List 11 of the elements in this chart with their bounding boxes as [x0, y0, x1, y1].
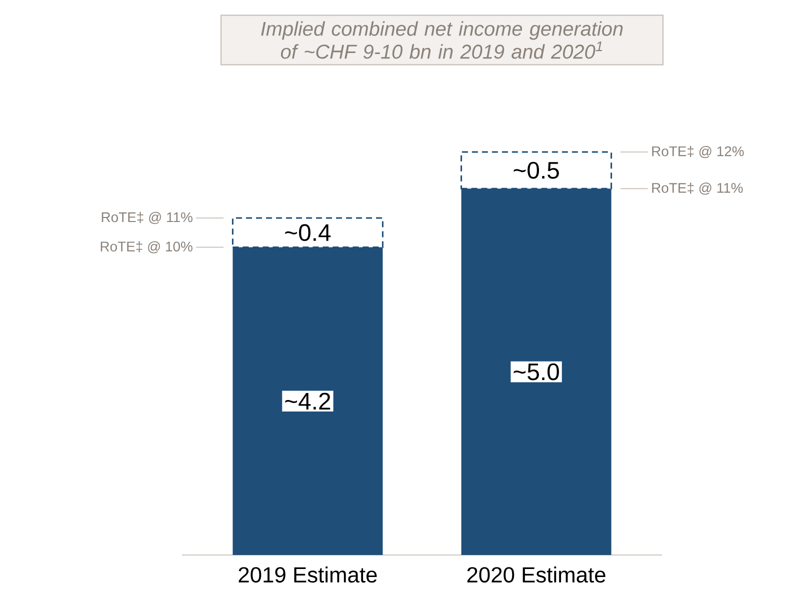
data-label: ~5.0: [514, 363, 559, 380]
annotation: RoTE‡ @ 10%: [100, 241, 192, 254]
x-tick-label: 2020 Estimate: [467, 566, 606, 583]
data-label: ~0.4: [285, 224, 331, 242]
annotation: RoTE‡ @ 11%: [102, 212, 192, 224]
data-label: ~0.5: [514, 162, 559, 179]
x-tick-label: 2019 Estimate: [238, 566, 377, 583]
annotation: RoTE‡ @ 11%: [652, 182, 743, 195]
chart-title: Implied combined net income generation of ~CHF 9-10 bn in 2019 and 2020$^{1}$: [261, 21, 623, 59]
annotation: RoTE‡ @ 12%: [652, 146, 744, 158]
data-label: ~4.2: [285, 392, 330, 410]
